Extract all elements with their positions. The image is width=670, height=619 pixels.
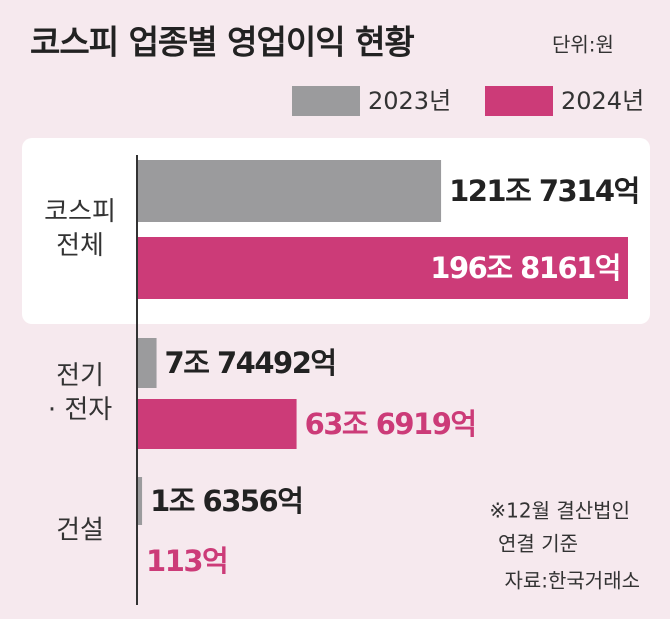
value-label: 63조 6919억 <box>305 407 476 441</box>
note: 연결 기준 <box>498 532 578 556</box>
legend-label: 2023년 <box>368 87 451 115</box>
value-label: 196조 8161억 <box>430 251 620 285</box>
category-label: 건설 <box>56 516 104 546</box>
value-label: 1조 6356억 <box>150 484 302 518</box>
bar <box>138 237 628 299</box>
bar <box>138 160 442 222</box>
legend-swatch <box>292 86 360 116</box>
category-label: 전체 <box>56 231 104 261</box>
value-label: 7조 74492억 <box>165 346 336 380</box>
value-label: 121조 7314억 <box>449 174 639 208</box>
source: 자료:한국거래소 <box>504 569 640 593</box>
legend-swatch <box>485 86 553 116</box>
legend-label: 2024년 <box>561 87 644 115</box>
chart-title: 코스피 업종별 영업이익 현황 <box>30 23 414 62</box>
category-label: 전기 <box>56 361 104 391</box>
value-label: 113억 <box>146 544 227 578</box>
unit: 단위:원 <box>552 33 614 57</box>
category-label: 코스피 <box>44 197 116 227</box>
bar <box>138 477 143 525</box>
category-label: · 전자 <box>48 395 112 425</box>
bar <box>138 338 157 388</box>
note: ※12월 결산법인 <box>489 499 630 523</box>
bar <box>138 399 297 449</box>
